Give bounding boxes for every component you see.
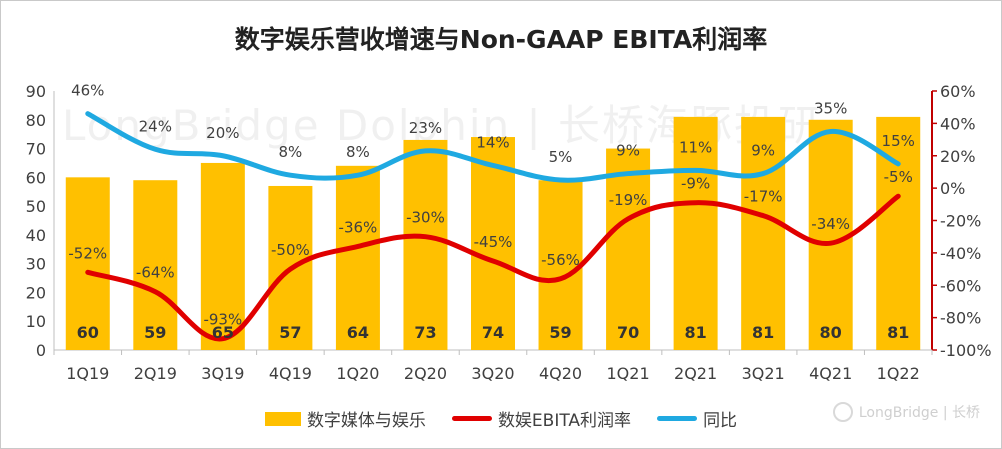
growth-value-label: 20% (206, 124, 239, 142)
right-tick-label: 40% (940, 114, 976, 133)
legend-label-growth: 同比 (703, 411, 738, 431)
right-tick-label: -40% (940, 244, 981, 263)
chart-title: 数字娱乐营收增速与Non-GAAP EBITA利润率 (234, 25, 768, 54)
left-tick-label: 20 (26, 283, 46, 302)
bar (403, 139, 448, 350)
x-tick-label: 3Q21 (742, 364, 785, 383)
bar (335, 165, 380, 350)
growth-value-label: 14% (476, 133, 509, 151)
bar-value-label: 81 (684, 323, 706, 342)
margin-value-label: -52% (68, 244, 107, 262)
x-tick-label: 1Q20 (336, 364, 379, 383)
right-tick-label: -60% (940, 276, 981, 295)
x-tick-label: 3Q20 (471, 364, 514, 383)
bar (808, 119, 853, 351)
growth-value-label: 23% (409, 119, 442, 137)
legend-swatch-margin (451, 416, 492, 421)
growth-value-label: 5% (549, 148, 573, 166)
margin-line (85, 193, 901, 342)
right-tick-label: -100% (940, 341, 992, 360)
growth-value-label: 9% (751, 142, 775, 160)
longbridge-logo-icon (832, 402, 853, 422)
bar-value-label: 80 (820, 323, 842, 342)
right-tick-label: -20% (940, 212, 981, 231)
growth-value-label: 46% (71, 82, 104, 100)
brand-text: LongBridge | 长桥 (858, 405, 980, 421)
bar-value-label: 60 (77, 323, 99, 342)
left-tick-label: 90 (26, 82, 46, 101)
right-tick-label: -80% (940, 309, 981, 328)
growth-value-label: 15% (882, 132, 915, 150)
right-tick-label: 60% (940, 82, 976, 101)
bar (741, 116, 786, 351)
margin-value-label: -30% (406, 209, 445, 227)
left-tick-label: 40 (26, 226, 46, 245)
bar-value-label: 65 (212, 323, 234, 342)
margin-value-label: -19% (609, 191, 648, 209)
bar-value-label: 81 (752, 323, 774, 342)
bar-value-label: 59 (549, 323, 571, 342)
growth-value-label: 24% (139, 117, 172, 135)
growth-value-label: 11% (679, 138, 712, 156)
brand-mark: LongBridge | 长桥 (832, 402, 980, 422)
bar-value-label: 81 (887, 323, 909, 342)
growth-value-label: 9% (616, 142, 640, 160)
left-tick-label: 30 (26, 255, 46, 274)
bar (471, 137, 515, 350)
bar (606, 148, 651, 350)
margin-value-label: -34% (811, 215, 850, 233)
margin-value-label: -9% (681, 175, 710, 193)
legend-label-bar: 数字媒体与娱乐 (306, 411, 426, 431)
left-tick-label: 0 (36, 341, 46, 360)
left-tick-label: 80 (26, 111, 46, 130)
margin-value-label: -45% (474, 233, 513, 251)
growth-value-label: 8% (278, 143, 302, 161)
bar (133, 180, 178, 350)
legend-label-margin: 数娱EBITA利润率 (497, 411, 632, 431)
legend-swatch-bar (264, 411, 301, 426)
right-tick-label: 20% (940, 147, 976, 166)
x-tick-label: 1Q22 (877, 364, 920, 383)
margin-value-label: -93% (203, 311, 242, 329)
bar (65, 177, 110, 350)
left-tick-label: 10 (26, 312, 46, 331)
margin-value-label: -5% (884, 168, 913, 186)
right-tick-label: 0% (940, 179, 965, 198)
left-tick-label: 70 (26, 140, 46, 159)
x-tick-label: 2Q19 (134, 364, 177, 383)
growth-line (85, 111, 901, 183)
bar-value-label: 64 (347, 323, 369, 342)
x-tick-label: 2Q20 (404, 364, 447, 383)
x-tick-label: 1Q19 (66, 364, 109, 383)
margin-value-label: -36% (339, 218, 378, 236)
legend: 数字媒体与娱乐 数娱EBITA利润率 同比 (0, 406, 1002, 431)
margin-value-label: -64% (136, 264, 175, 282)
bar (673, 116, 718, 351)
legend-item-growth: 同比 (657, 406, 737, 431)
x-tick-label: 4Q21 (809, 364, 852, 383)
growth-value-label: 35% (814, 99, 847, 117)
margin-value-label: -56% (541, 251, 580, 269)
bar-value-label: 74 (482, 323, 504, 342)
left-tick-label: 50 (26, 197, 46, 216)
growth-value-label: 8% (346, 143, 370, 161)
bar-value-label: 73 (414, 323, 436, 342)
bar (200, 162, 245, 350)
x-tick-label: 4Q20 (539, 364, 582, 383)
x-tick-label: 3Q19 (201, 364, 244, 383)
legend-item-bar: 数字媒体与娱乐 (264, 406, 426, 431)
bar-value-label: 59 (144, 323, 166, 342)
bar-value-label: 57 (279, 323, 301, 342)
margin-value-label: -17% (744, 188, 783, 206)
legend-swatch-growth (657, 416, 698, 421)
x-tick-label: 4Q19 (269, 364, 312, 383)
x-tick-label: 2Q21 (674, 364, 717, 383)
left-tick-label: 60 (26, 168, 46, 187)
x-tick-label: 1Q21 (607, 364, 650, 383)
margin-value-label: -50% (271, 241, 310, 259)
bar-value-label: 70 (617, 323, 639, 342)
legend-item-margin: 数娱EBITA利润率 (451, 406, 632, 431)
bar (538, 180, 583, 350)
